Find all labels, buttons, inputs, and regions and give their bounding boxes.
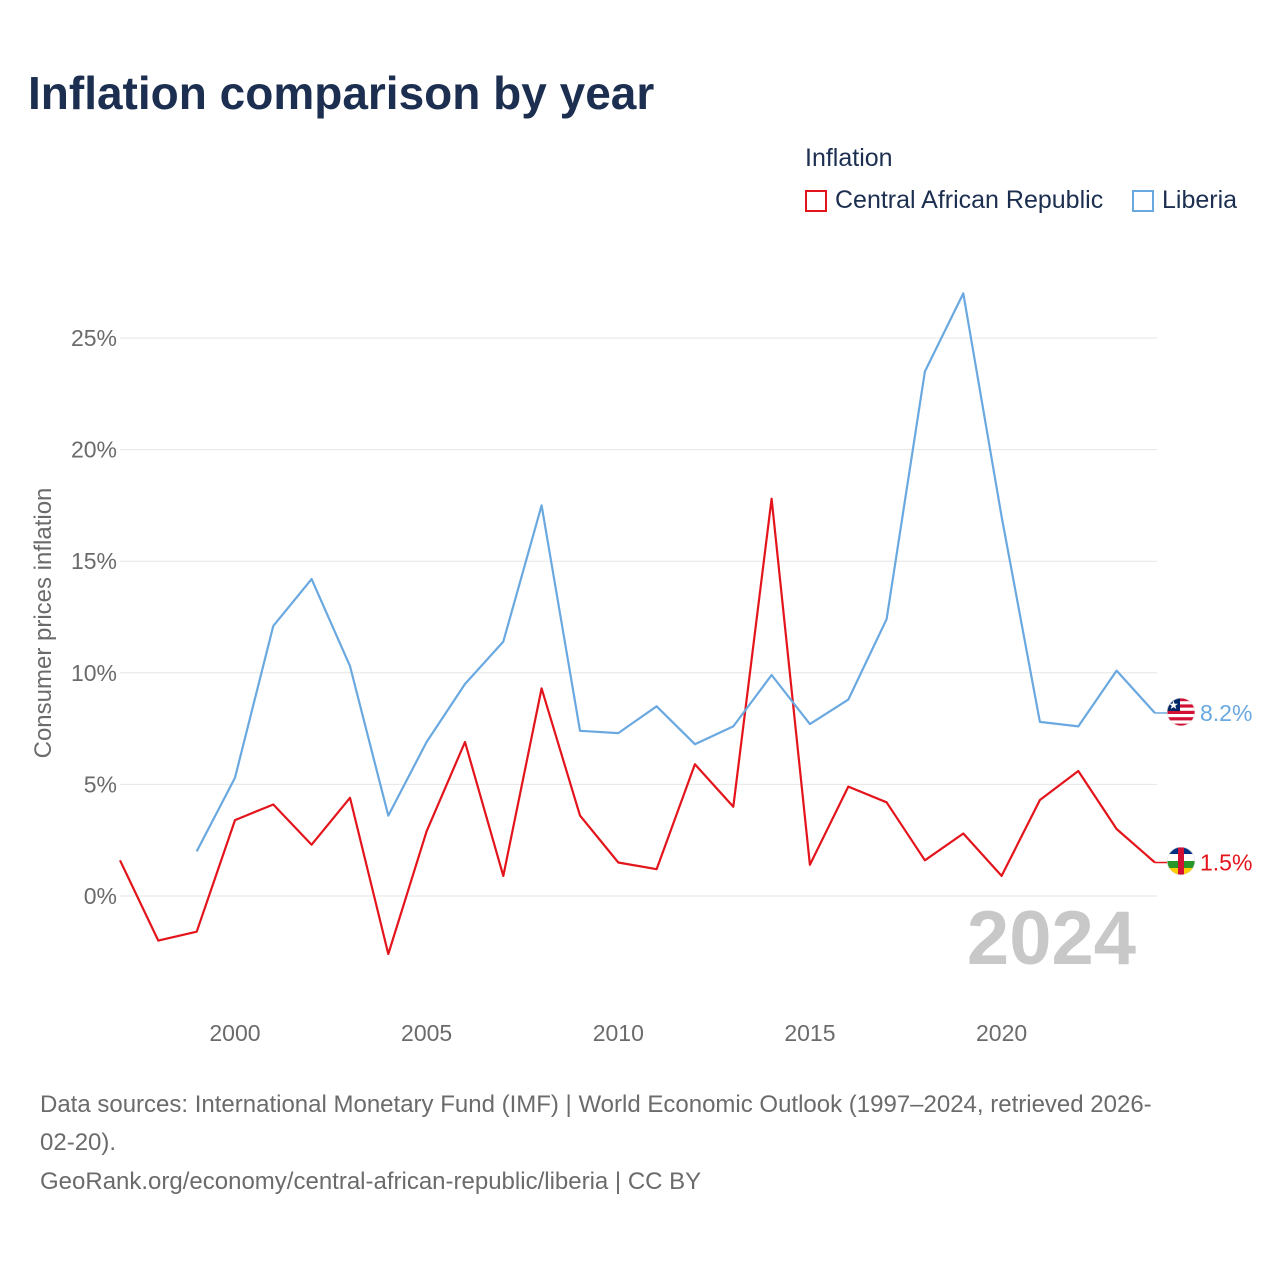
series-line-central-african-republic	[119, 497, 1156, 956]
y-axis-label: Consumer prices inflation	[30, 488, 57, 759]
series-line-liberia	[195, 292, 1156, 852]
x-tick-label: 2005	[401, 1020, 452, 1046]
y-tick-label: 25%	[71, 325, 117, 351]
footer-sources-line1: Data sources: International Monetary Fun…	[40, 1091, 1152, 1118]
footer-attribution[interactable]: GeoRank.org/economy/central-african-repu…	[40, 1168, 702, 1195]
legend-label-liberia: Liberia	[1162, 186, 1238, 214]
x-tick-label: 2000	[209, 1020, 260, 1046]
legend-item-liberia[interactable]: Liberia	[1132, 186, 1237, 215]
x-tick-label: 2015	[784, 1020, 835, 1046]
end-label-central-african-republic: 1.5%	[1200, 850, 1252, 876]
y-tick-label: 10%	[71, 660, 117, 686]
y-tick-label: 15%	[71, 548, 117, 574]
legend-swatch-central-african-republic	[805, 189, 827, 212]
y-tick-label: 0%	[84, 883, 117, 909]
page-title: Inflation comparison by year	[28, 67, 655, 119]
legend-swatch-liberia	[1132, 189, 1154, 212]
y-tick-label: 20%	[71, 437, 117, 463]
axis-labels: 0% 5% 10% 15% 20% 25% 2000 2005 2010 2015 2020	[71, 325, 1027, 1046]
x-tick-label: 2020	[976, 1020, 1027, 1046]
series-lines: 1.5% 8.2%	[119, 292, 1252, 956]
legend-title: Inflation	[805, 144, 893, 172]
footer-sources-line2: 02-20).	[40, 1129, 117, 1156]
liberia-flag-icon	[1167, 698, 1195, 726]
grid-lines	[120, 337, 1157, 897]
year-watermark: 2024	[967, 896, 1136, 981]
y-tick-label: 5%	[84, 771, 117, 797]
legend-item-central-african-republic[interactable]: Central African Republic	[805, 186, 1103, 215]
legend-label-central-african-republic: Central African Republic	[835, 186, 1104, 214]
central-african-republic-flag-icon	[1167, 847, 1195, 875]
end-label-liberia: 8.2%	[1200, 700, 1252, 726]
x-tick-label: 2010	[593, 1020, 644, 1046]
